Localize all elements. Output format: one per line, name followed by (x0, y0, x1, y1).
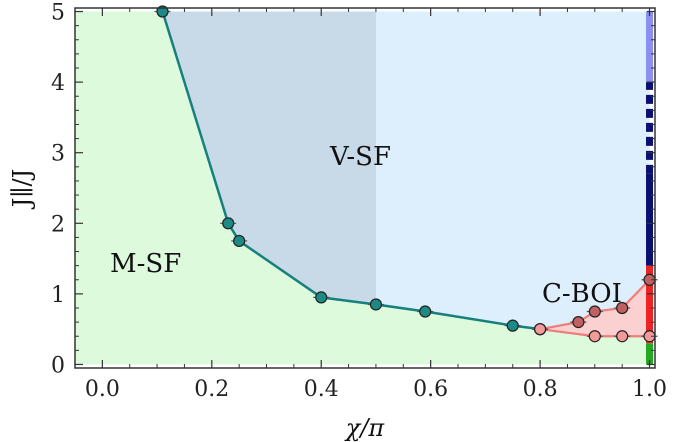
plot-frame (74, 7, 656, 369)
cboi-upper-point-2 (588, 305, 601, 318)
y-tick-label: 2 (51, 212, 65, 237)
axis-ticks: 0.0 0.2 0.4 0.6 0.8 1.0 0 1 2 3 4 5 (51, 1, 667, 402)
y-tick-label: 5 (51, 1, 65, 26)
x-tick-label: 1.0 (632, 377, 667, 402)
cboi-lower-line (539, 328, 650, 338)
x-tick-label: 0.8 (523, 377, 558, 402)
boundary-point-2 (233, 234, 246, 248)
cboi-upper-point-3 (616, 301, 629, 315)
cboi-upper-point-1 (572, 316, 585, 329)
cboi-lower-point-1 (588, 330, 601, 343)
boundary-point-1 (222, 217, 235, 230)
boundary-point-5 (419, 305, 432, 318)
cboi-lower-point-0 (533, 323, 547, 336)
y-tick-label: 1 (51, 283, 65, 308)
phase-regions (75, 11, 650, 365)
boundary-point-3 (315, 291, 328, 304)
y-tick-label: 4 (51, 71, 65, 96)
region-label-msf: M-SF (110, 249, 181, 279)
region-vsf-shaded (162, 11, 376, 305)
x-axis-label: χ/π (344, 414, 386, 442)
y-tick-label: 3 (51, 142, 65, 167)
region-cboi (540, 279, 650, 337)
cboi-lower-point-2 (616, 330, 629, 343)
y-axis-label: J∥/J (8, 169, 36, 210)
boundary-markers (154, 5, 658, 343)
x-tick-label: 0.6 (413, 377, 448, 402)
x-tick-label: 0.0 (85, 377, 120, 402)
boundary-point-4 (369, 298, 383, 311)
region-label-vsf: V-SF (329, 142, 391, 172)
y-tick-label: 0 (51, 353, 65, 378)
x-tick-label: 0.2 (194, 377, 229, 402)
x-tick-label: 0.4 (304, 377, 339, 402)
region-label-cboi: C-BOI (542, 279, 622, 309)
boundary-point-6 (506, 319, 519, 332)
